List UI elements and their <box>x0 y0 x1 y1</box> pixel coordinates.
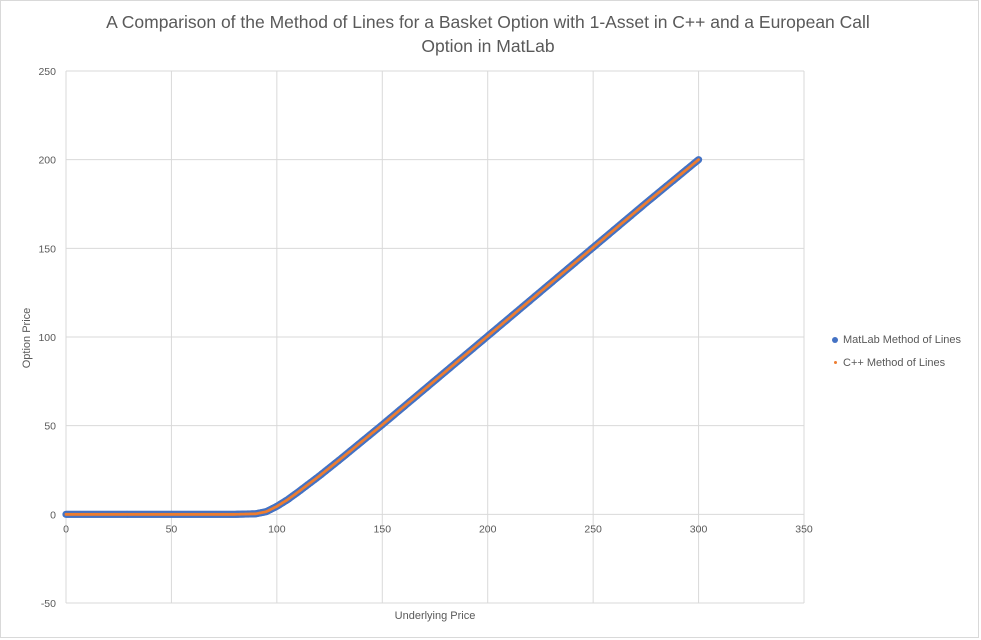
y-tick-label: 50 <box>44 421 56 433</box>
legend-label-matlab: MatLab Method of Lines <box>843 333 962 346</box>
legend-item-cpp: C++ Method of Lines <box>832 351 961 374</box>
legend: MatLab Method of Lines C++ Method of Lin… <box>832 328 961 374</box>
series-cpp <box>64 158 700 516</box>
y-tick-label: 100 <box>38 332 56 344</box>
series-layer <box>62 156 703 518</box>
x-axis-title: Underlying Price <box>395 610 476 622</box>
x-tick-label: 250 <box>584 523 602 535</box>
legend-marker-matlab <box>832 336 838 343</box>
legend-label-cpp: C++ Method of Lines <box>843 356 946 369</box>
x-tick-label: 350 <box>795 523 813 535</box>
x-tick-label: 300 <box>690 523 708 535</box>
y-tick-label: 200 <box>38 155 56 167</box>
y-tick-label: 250 <box>38 66 56 78</box>
x-tick-label: 0 <box>63 523 69 535</box>
chart-title-line-1: A Comparison of the Method of Lines for … <box>106 12 870 32</box>
chart-title-line-2: Option in MatLab <box>421 36 555 56</box>
y-tick-labels: -50 0 50 100 150 200 250 <box>38 66 56 610</box>
x-tick-label: 50 <box>166 523 178 535</box>
x-tick-label: 150 <box>374 523 392 535</box>
y-tick-label: 0 <box>50 509 56 521</box>
y-tick-label: -50 <box>41 598 56 610</box>
legend-marker-cpp <box>834 361 837 364</box>
y-axis-title: Option Price <box>21 308 33 369</box>
chart-title: A Comparison of the Method of Lines for … <box>90 10 886 58</box>
x-tick-label: 200 <box>479 523 497 535</box>
y-tick-label: 150 <box>38 243 56 255</box>
data-point <box>697 158 700 162</box>
x-tick-labels: 0 50 100 150 200 250 300 350 <box>63 523 813 535</box>
legend-item-matlab: MatLab Method of Lines <box>832 328 961 351</box>
x-tick-label: 100 <box>268 523 286 535</box>
